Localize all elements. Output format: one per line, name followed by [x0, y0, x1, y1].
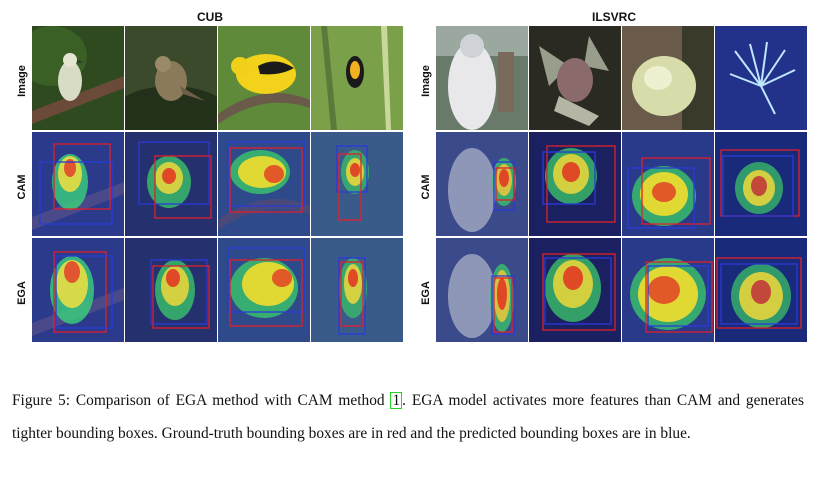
cub-ega-4 [311, 238, 403, 342]
ilsvrc-row-label-image: Image [420, 64, 432, 97]
ilsvrc-panel: ILSVRC Image CAM EGA [418, 0, 810, 350]
cub-image-1 [32, 26, 124, 130]
ilsvrc-panel-title: ILSVRC [591, 10, 636, 24]
ilsvrc-cam-4 [715, 132, 807, 236]
cub-panel: CUB Image CAM EGA [14, 0, 406, 350]
cub-row-label-image: Image [16, 64, 28, 97]
ilsvrc-ega-1 [436, 238, 528, 342]
ilsvrc-ega-3 [622, 238, 714, 342]
ilsvrc-row-label-ega: EGA [420, 280, 432, 305]
cub-image-3 [218, 26, 310, 130]
cub-row-label-cam: CAM [16, 173, 28, 200]
caption-text-end: . EGA model activates more features than… [12, 392, 804, 442]
cub-row-label-ega: EGA [16, 280, 28, 305]
ilsvrc-cam-1 [436, 132, 528, 236]
ilsvrc-ega-2 [529, 238, 621, 342]
ilsvrc-ega-4 [715, 238, 807, 342]
cub-cam-3 [218, 132, 310, 236]
cub-panel-title: CUB [197, 10, 223, 24]
ilsvrc-cam-3 [622, 132, 714, 236]
ilsvrc-image-1 [436, 26, 528, 130]
cub-ega-3 [218, 238, 310, 342]
ilsvrc-image-3 [622, 26, 714, 130]
cub-ega-1 [32, 238, 124, 342]
ilsvrc-image-2 [529, 26, 621, 130]
cub-cam-1 [32, 132, 124, 236]
ilsvrc-image-4 [715, 26, 807, 130]
citation-link[interactable]: 1 [390, 392, 403, 409]
cub-image-2 [125, 26, 217, 130]
figure-caption: Figure 5: Comparison of EGA method with … [12, 384, 804, 450]
caption-text-start: Figure 5: Comparison of EGA method with … [12, 392, 391, 409]
ilsvrc-row-label-cam: CAM [420, 173, 432, 200]
cub-cam-2 [125, 132, 217, 236]
cub-image-4 [311, 26, 403, 130]
ilsvrc-cam-2 [529, 132, 621, 236]
cub-cam-4 [311, 132, 403, 236]
cub-ega-2 [125, 238, 217, 342]
